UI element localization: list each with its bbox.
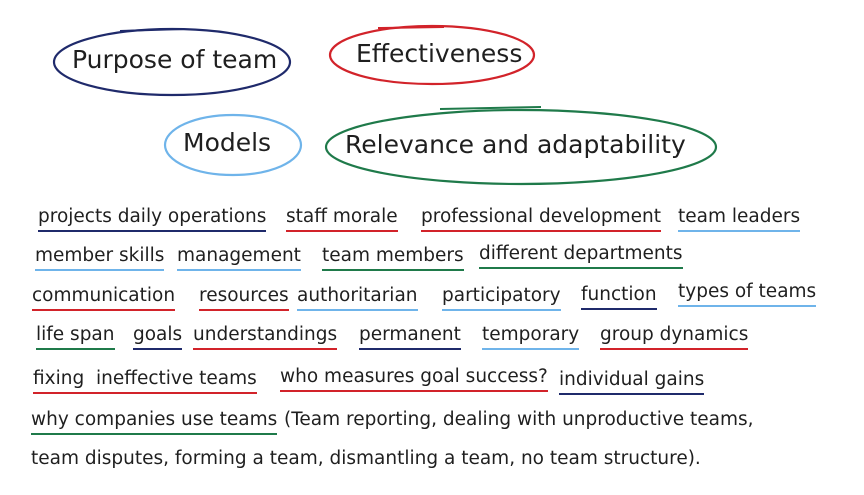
effectiveness-oval: [328, 24, 536, 86]
keyword-team-leaders: team leaders: [678, 206, 801, 232]
bubble-effectiveness-label: Effectiveness: [356, 39, 523, 68]
keyword-types-of-teams: types of teams: [678, 281, 817, 307]
keyword-life-span: life span: [36, 324, 115, 350]
keyword-permanent: permanent: [359, 324, 461, 350]
bubble-purpose-label: Purpose of team: [72, 45, 278, 74]
bubble-models-label: Models: [183, 128, 272, 157]
keyword-staff-morale: staff morale: [286, 206, 398, 232]
keyword-fixing-ineffective-teams: fixing ineffective teams: [33, 368, 257, 394]
keyword-participatory: participatory: [442, 285, 561, 311]
note-line-1: (Team reporting, dealing with unproducti…: [284, 409, 754, 430]
relevance-oval: [324, 108, 718, 186]
models-oval: [163, 113, 303, 177]
note-line-2: team disputes, forming a team, dismantli…: [31, 448, 701, 469]
keyword-function: function: [581, 284, 657, 310]
purpose-accent: [119, 28, 184, 32]
keyword-member-skills: member skills: [35, 245, 165, 271]
keyword-management: management: [177, 245, 301, 271]
keyword-understandings: understandings: [193, 324, 338, 350]
keyword-goals: goals: [133, 324, 183, 350]
keyword-communication: communication: [32, 285, 176, 311]
keyword-projects-daily-operations: projects daily operations: [38, 206, 267, 232]
keyword-individual-gains: individual gains: [559, 369, 705, 395]
keyword-group-dynamics: group dynamics: [600, 324, 749, 350]
keyword-why-companies-use-teams: why companies use teams: [31, 409, 278, 435]
keyword-resources: resources: [199, 285, 289, 311]
bubble-relevance-label: Relevance and adaptability: [345, 130, 686, 159]
keyword-temporary: temporary: [482, 324, 580, 350]
keyword-authoritarian: authoritarian: [297, 285, 418, 311]
keyword-team-members: team members: [322, 245, 464, 271]
keyword-who-measures-goal-success: who measures goal success?: [280, 366, 548, 392]
relevance-accent: [439, 106, 542, 110]
effectiveness-accent: [377, 26, 445, 29]
keyword-different-departments: different departments: [479, 243, 683, 269]
keyword-professional-development: professional development: [421, 206, 662, 232]
